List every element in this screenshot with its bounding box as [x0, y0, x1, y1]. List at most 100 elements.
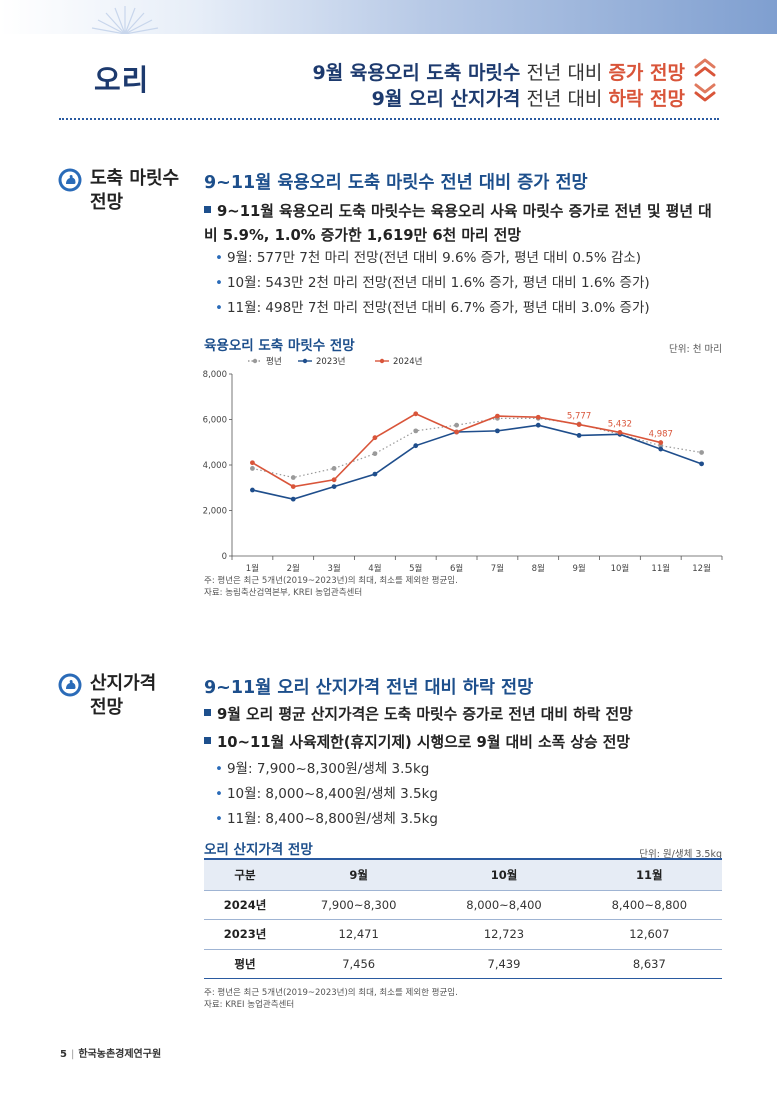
side-label-slaughter: 도축 마릿수 전망	[90, 168, 180, 213]
legend-marker	[302, 358, 308, 364]
slaughter-sub-bullet: • 9월: 577만 7천 마리 전망(전년 대비 9.6% 증가, 평년 대비 …	[215, 250, 642, 266]
data-point	[699, 461, 704, 467]
data-point	[413, 411, 419, 417]
table-cell: 12,607	[576, 919, 722, 950]
table-header-row: 구분 9월 10월 11월	[204, 858, 722, 891]
data-point	[250, 460, 255, 466]
x-tick-label: 4월	[368, 563, 381, 574]
table-cell: 12,723	[431, 919, 577, 950]
y-tick-label: 2,000	[203, 507, 227, 517]
chart-unit: 단위: 천 마리	[669, 344, 722, 355]
table-cell: 7,439	[431, 949, 577, 979]
legend-label: 평년	[266, 356, 282, 367]
data-label: 5,777	[567, 412, 591, 422]
data-point	[495, 413, 500, 419]
square-bullet-icon	[204, 206, 211, 213]
page-number: 5	[60, 1049, 67, 1060]
slaughter-line-chart: 0 2,000 4,000 6,000 8,000 1월 2월 3월 4월 5월 6월 7월 8월 9월 1…	[203, 356, 723, 574]
duck-icon	[58, 168, 82, 192]
x-tick-label: 7월	[491, 563, 504, 574]
chart-note: 주: 평년은 최근 5개년(2019~2023년)의 최대, 최소를 제외한 평…	[204, 576, 458, 586]
table-row-label: 2023년	[204, 919, 286, 950]
x-tick-label: 11월	[651, 563, 670, 574]
page-footer: 5 | 한국농촌경제연구원	[60, 1045, 161, 1060]
x-tick-label: 6월	[450, 563, 463, 574]
data-point	[290, 484, 296, 490]
dot-bullet-icon: •	[215, 275, 223, 291]
data-point	[413, 443, 419, 449]
table-source: 자료: KREI 농업관측센터	[204, 1000, 295, 1010]
table-cell: 8,637	[576, 949, 722, 979]
table-cell: 7,900~8,300	[286, 890, 432, 920]
data-point	[535, 414, 541, 420]
chart-source: 자료: 농림축산검역본부, KREI 농업관측센터	[204, 588, 363, 598]
slaughter-sub-bullet: • 11월: 498만 7천 마리 전망(전년 대비 6.7% 증가, 평년 대비…	[215, 300, 650, 316]
price-sub-bullet: • 11월: 8,400~8,800원/생체 3.5kg	[215, 811, 438, 827]
organization-name: 한국농촌경제연구원	[78, 1049, 162, 1060]
y-tick-label: 6,000	[203, 416, 227, 426]
data-point	[576, 433, 582, 438]
dot-bullet-icon: •	[215, 300, 223, 316]
legend-marker	[379, 358, 385, 364]
slaughter-heading: 9~11월 육용오리 도축 마릿수 전년 대비 증가 전망	[204, 173, 588, 193]
data-point	[290, 496, 296, 502]
price-sub-bullet: • 9월: 7,900~8,300원/생체 3.5kg	[215, 761, 430, 777]
price-sub-bullet: • 10월: 8,000~8,400원/생체 3.5kg	[215, 786, 438, 802]
series-line	[252, 424, 702, 500]
x-tick-label: 3월	[327, 563, 340, 574]
legend-label: 2024년	[393, 356, 422, 367]
data-point	[372, 471, 378, 477]
table-unit: 단위: 원/생체 3.5kg	[639, 849, 722, 860]
x-tick-label: 10월	[611, 563, 630, 574]
table-row: 2023년 12,471 12,723 12,607	[204, 919, 722, 950]
data-point	[372, 435, 378, 441]
data-point	[372, 451, 378, 457]
top-banner	[0, 0, 777, 34]
x-tick-label: 5월	[409, 563, 422, 574]
data-point	[658, 446, 664, 452]
data-point	[331, 484, 337, 490]
data-point	[535, 422, 541, 428]
x-tick-label: 2월	[287, 563, 300, 574]
data-point	[495, 428, 500, 434]
series-line	[252, 417, 702, 479]
x-tick-label: 1월	[246, 563, 259, 574]
data-label: 5,432	[608, 419, 632, 429]
triple-chevron-up-down-icon	[694, 58, 716, 102]
data-point	[331, 466, 337, 471]
side-label-price: 산지가격 전망	[90, 673, 157, 718]
square-bullet-icon	[204, 709, 211, 716]
table-header-cell: 11월	[576, 858, 722, 891]
y-tick-label: 8,000	[203, 370, 227, 380]
data-point	[454, 422, 459, 428]
table-row: 평년 7,456 7,439 8,637	[204, 949, 722, 979]
footer-separator: |	[70, 1049, 75, 1060]
price-main-bullet: 10~11월 사육제한(휴지기제) 시행으로 9월 대비 소폭 상승 전망	[204, 731, 724, 755]
price-heading: 9~11월 오리 산지가격 전년 대비 하락 전망	[204, 678, 534, 698]
table-cell: 8,400~8,800	[576, 890, 722, 920]
table-title: 오리 산지가격 전망	[204, 842, 313, 858]
square-bullet-icon	[204, 737, 211, 744]
dot-bullet-icon: •	[215, 250, 223, 266]
table-cell: 7,456	[286, 949, 432, 979]
dot-bullet-icon: •	[215, 811, 223, 827]
table-cell: 12,471	[286, 919, 432, 950]
headline-slaughter: 9월 육용오리 도축 마릿수 전년 대비 증가 전망	[312, 62, 685, 84]
chart-title: 육용오리 도축 마릿수 전망	[204, 338, 355, 354]
table-header-cell: 9월	[286, 858, 432, 891]
data-point	[617, 430, 623, 435]
legend-marker	[252, 358, 258, 364]
data-point	[331, 477, 337, 483]
dot-bullet-icon: •	[215, 786, 223, 802]
table-row: 2024년 7,900~8,300 8,000~8,400 8,400~8,80…	[204, 890, 722, 920]
x-tick-label: 9월	[572, 563, 585, 574]
slaughter-sub-bullet: • 10월: 543만 2천 마리 전망(전년 대비 1.6% 증가, 평년 대비…	[215, 275, 650, 291]
data-point	[658, 440, 664, 445]
table-header-cell: 구분	[204, 858, 286, 891]
data-point	[454, 429, 459, 435]
data-point	[413, 428, 419, 434]
data-point	[250, 466, 255, 471]
y-tick-label: 4,000	[203, 461, 227, 471]
headline-price: 9월 오리 산지가격 전년 대비 하락 전망	[371, 88, 685, 110]
duck-icon	[58, 673, 82, 697]
